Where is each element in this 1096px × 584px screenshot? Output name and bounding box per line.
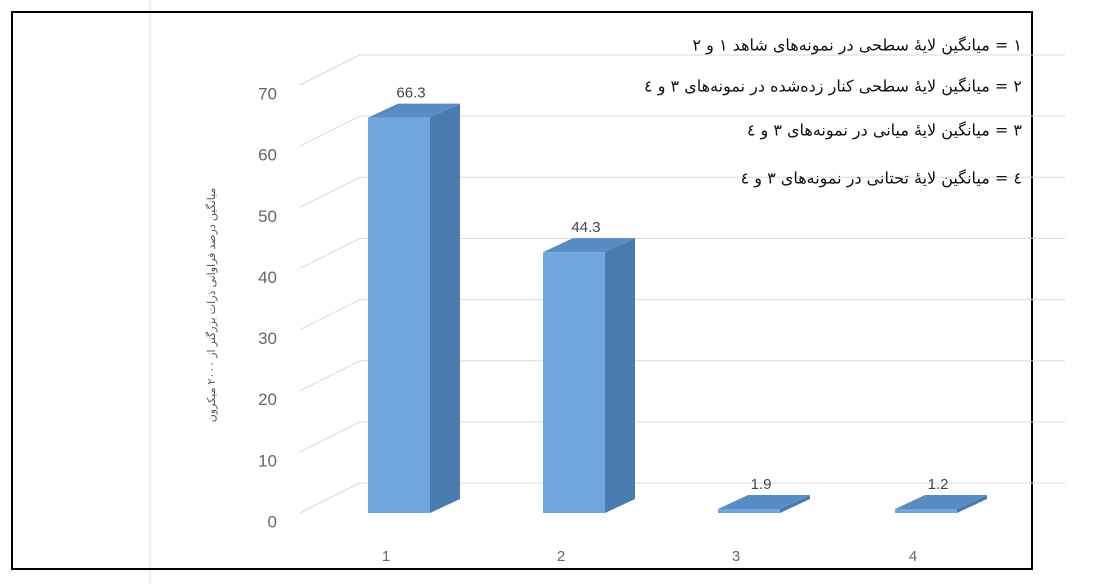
grid-line: [299, 176, 1065, 208]
bar: [368, 103, 460, 513]
y-tick-label: 0: [268, 512, 277, 531]
bar: [718, 495, 810, 513]
grid-line: [299, 115, 1065, 147]
bar-side: [430, 103, 460, 513]
x-tick-label: 4: [909, 548, 917, 565]
bar-top: [895, 495, 987, 509]
bar-top: [718, 495, 810, 509]
y-tick-label: 70: [258, 84, 277, 103]
grid-line: [299, 54, 1065, 86]
value-label: 1.2: [928, 476, 949, 493]
y-tick-label: 40: [258, 268, 277, 287]
x-tick-label: 3: [732, 548, 740, 565]
chart-frame: [11, 11, 1033, 570]
value-label: 1.9: [751, 476, 772, 493]
y-tick-label: 30: [258, 329, 277, 348]
x-tick-label: 2: [557, 548, 565, 565]
annotation: ۲ = میانگین لایهٔ سطحی کنار زده‌شده در ن…: [644, 77, 1022, 96]
annotation: ۱ = میانگین لایهٔ سطحی در نمونه‌های شاهد…: [692, 36, 1022, 55]
x-tick-label: 1: [382, 548, 390, 565]
annotation: ۳ = میانگین لایهٔ میانی در نمونه‌های ۳ و…: [747, 121, 1023, 140]
y-tick-label: 20: [258, 390, 277, 409]
y-axis-label: میانگین درصد فراوانی ذرات بزرگتر از ۲۰۰۰…: [205, 188, 218, 423]
y-tick-label: 50: [258, 207, 277, 226]
bar-top: [543, 238, 635, 253]
grid-line: [299, 299, 1065, 331]
bar-front: [718, 509, 780, 513]
bar-side: [957, 495, 987, 513]
bar-top: [368, 103, 460, 118]
bar-front: [543, 252, 605, 513]
value-label: 44.3: [571, 219, 600, 236]
annotation: ٤ = میانگین لایهٔ تحتانی در نمونه‌های ۳ …: [741, 169, 1022, 188]
grid-line: [299, 237, 1065, 269]
bar-front: [895, 509, 957, 513]
grid-line: [299, 360, 1065, 392]
y-tick-label: 60: [258, 146, 277, 165]
grid-line: [299, 482, 1065, 514]
y-tick-label: 10: [258, 451, 277, 470]
bar: [543, 238, 635, 513]
bar-side: [780, 495, 810, 513]
value-label: 66.3: [396, 85, 425, 102]
bar-side: [605, 238, 635, 513]
bar: [895, 495, 987, 513]
bar-front: [368, 117, 430, 513]
grid-line: [299, 421, 1065, 453]
